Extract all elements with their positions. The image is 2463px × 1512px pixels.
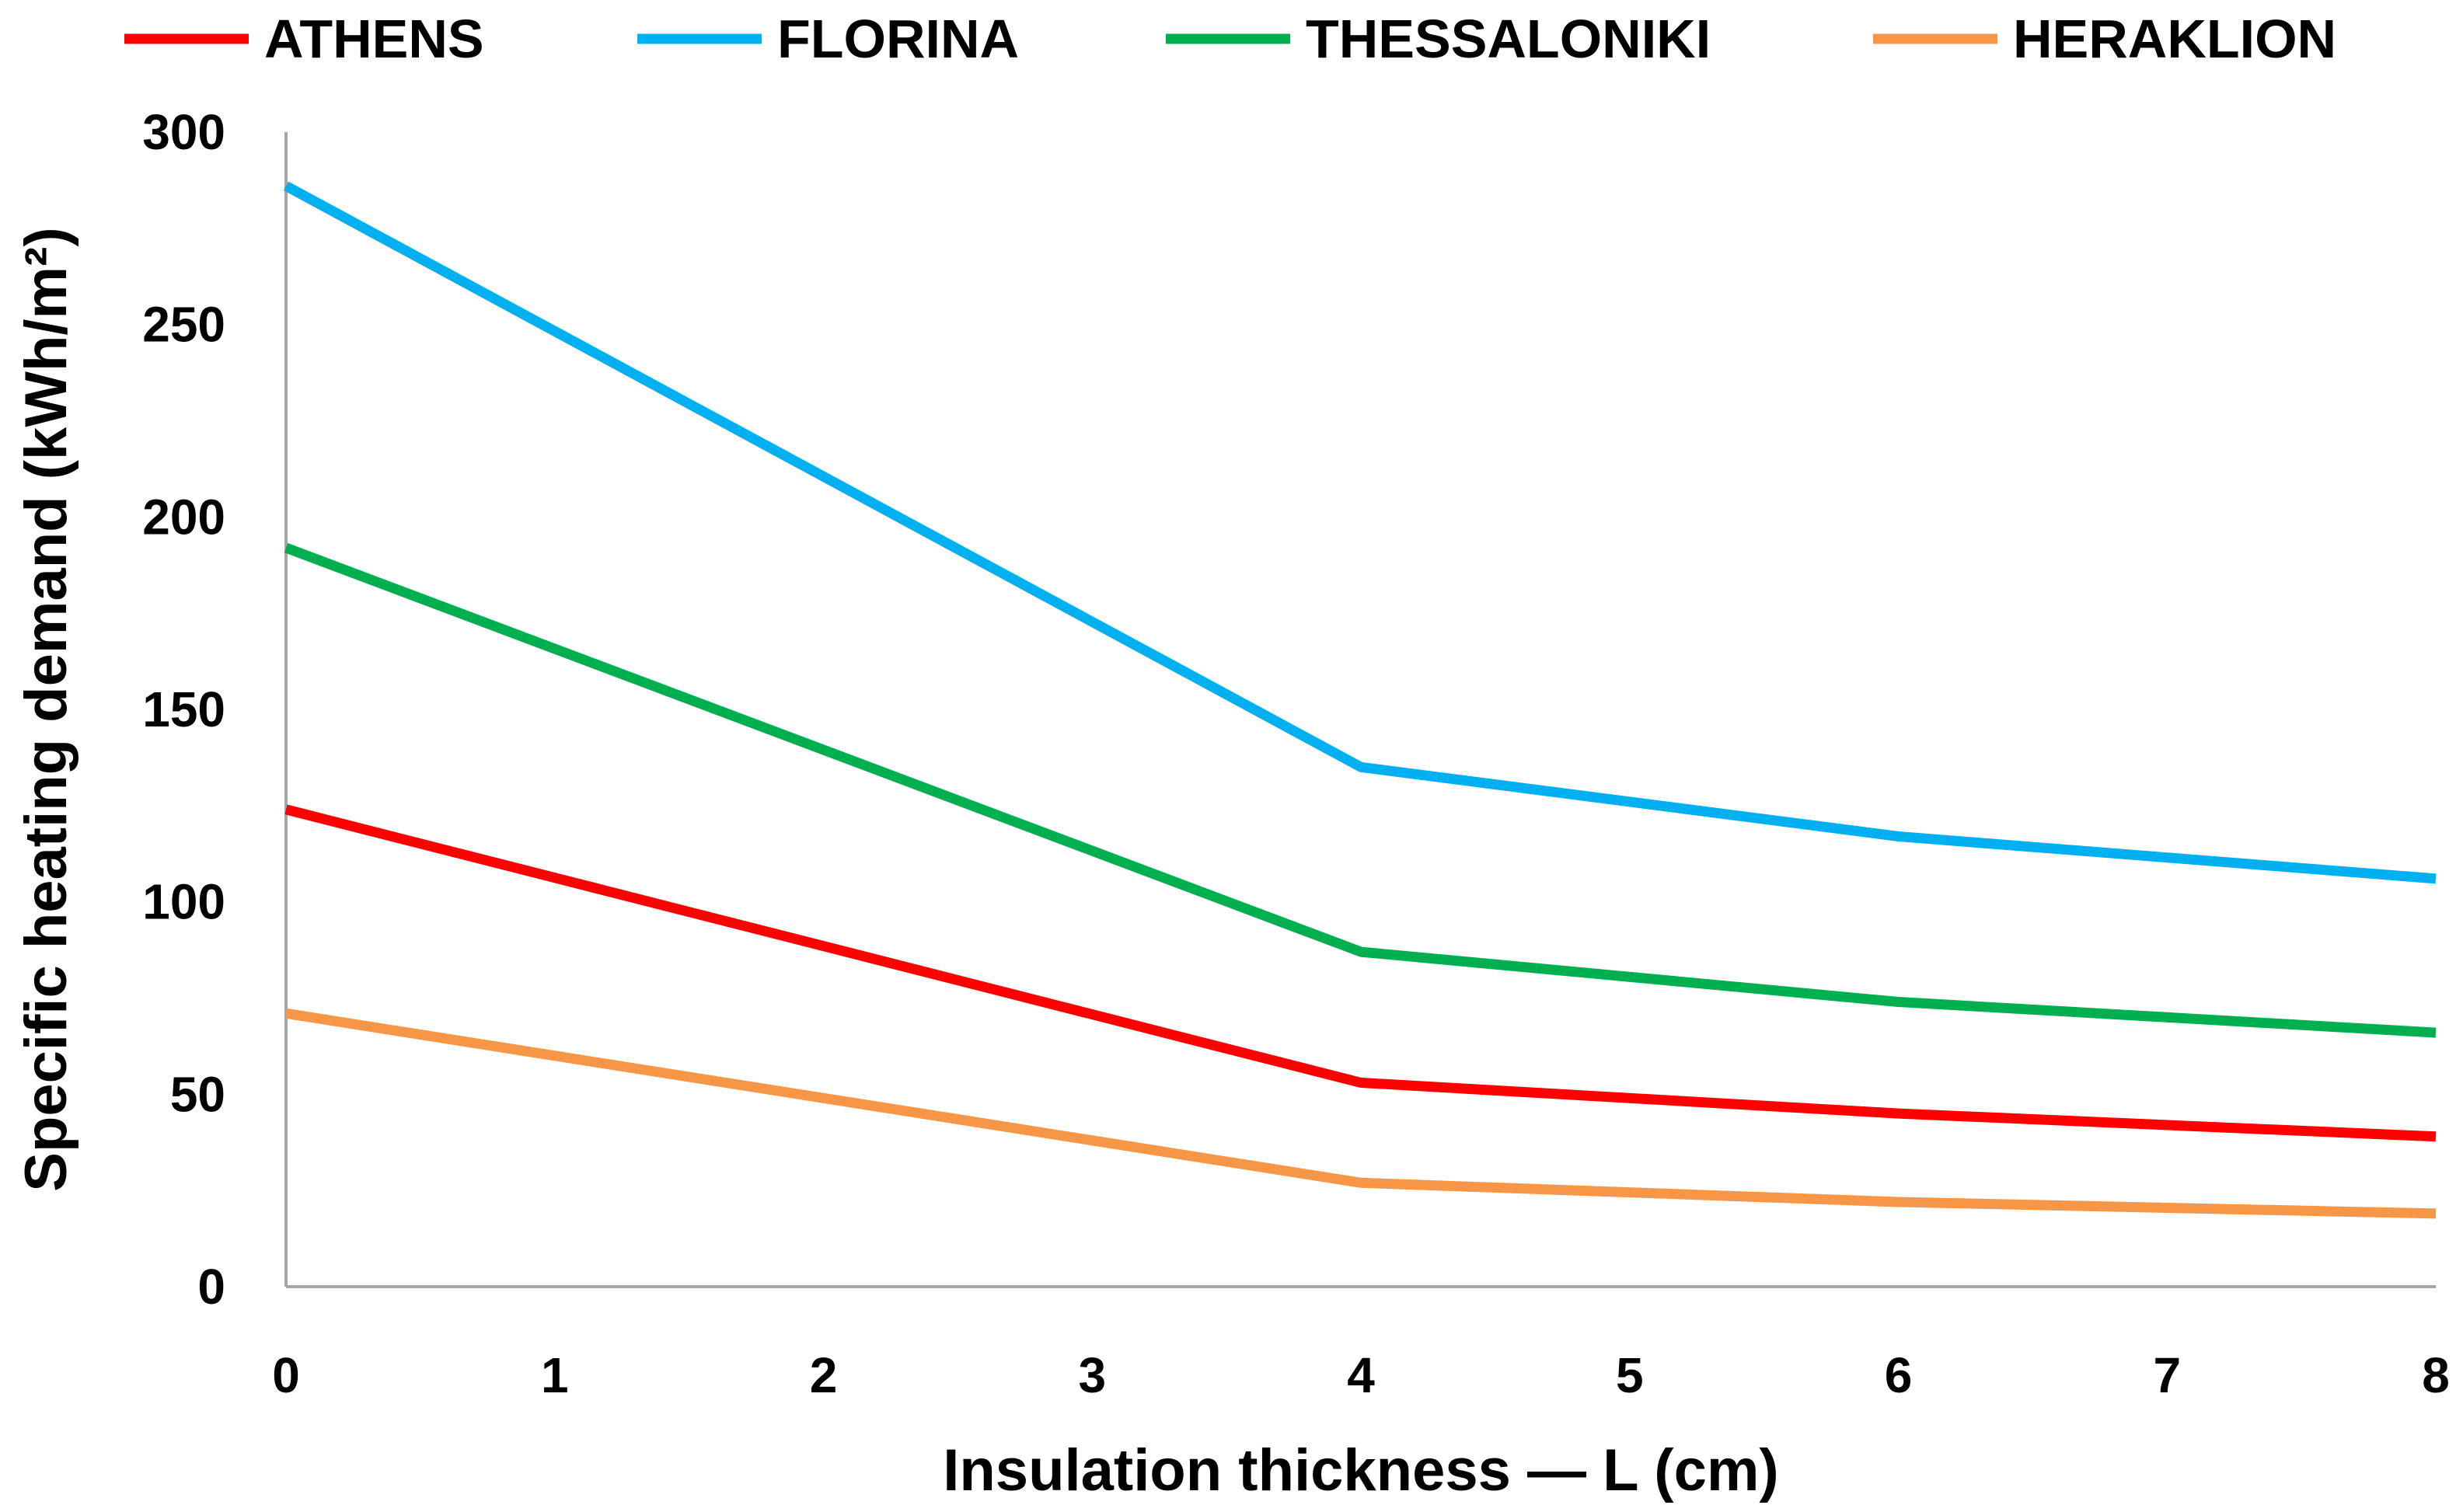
x-tick-label: 0 [272, 1347, 300, 1403]
x-tick-label: 4 [1347, 1347, 1375, 1403]
legend-label: ATHENS [264, 9, 484, 69]
x-tick-label: 6 [1885, 1347, 1913, 1403]
y-tick-label: 0 [197, 1259, 225, 1315]
legend-item-athens: ATHENS [124, 9, 484, 69]
x-axis-title: Insulation thickness — L (cm) [943, 1437, 1778, 1503]
series-line-thessaloniki [284, 542, 2437, 1038]
y-tick-labels: 0 50 100 150 200 250 300 [142, 104, 225, 1315]
series-lines [283, 181, 2437, 1219]
x-tick-label: 1 [541, 1347, 569, 1403]
legend-item-thessaloniki: THESSALONIKI [1166, 9, 1711, 69]
x-tick-label: 5 [1616, 1347, 1644, 1403]
y-tick-label: 250 [142, 297, 225, 353]
series-line-athens [284, 804, 2437, 1142]
y-tick-label: 300 [142, 104, 225, 160]
x-tick-label: 8 [2422, 1347, 2450, 1403]
x-tick-label: 7 [2153, 1347, 2181, 1403]
series-line-heraklion [284, 1008, 2437, 1219]
series-line-florina [283, 181, 2437, 884]
x-tick-labels: 0 1 2 3 4 5 6 7 8 [272, 1347, 2450, 1403]
y-tick-label: 150 [142, 681, 225, 737]
x-tick-label: 2 [810, 1347, 838, 1403]
axes [284, 132, 2436, 1288]
legend-item-heraklion: HERAKLION [1873, 9, 2336, 69]
y-tick-label: 200 [142, 489, 225, 545]
legend-item-florina: FLORINA [637, 9, 1019, 69]
y-axis-title: Specific heating demand (kWh/m²) [13, 227, 79, 1191]
x-tick-label: 3 [1078, 1347, 1106, 1403]
y-tick-label: 50 [170, 1066, 225, 1122]
legend-label: THESSALONIKI [1306, 9, 1711, 69]
legend-label: FLORINA [777, 9, 1019, 69]
legend-label: HERAKLION [2013, 9, 2336, 69]
legend: ATHENS FLORINA THESSALONIKI HERAKLION [124, 9, 2336, 69]
y-tick-label: 100 [142, 874, 225, 930]
